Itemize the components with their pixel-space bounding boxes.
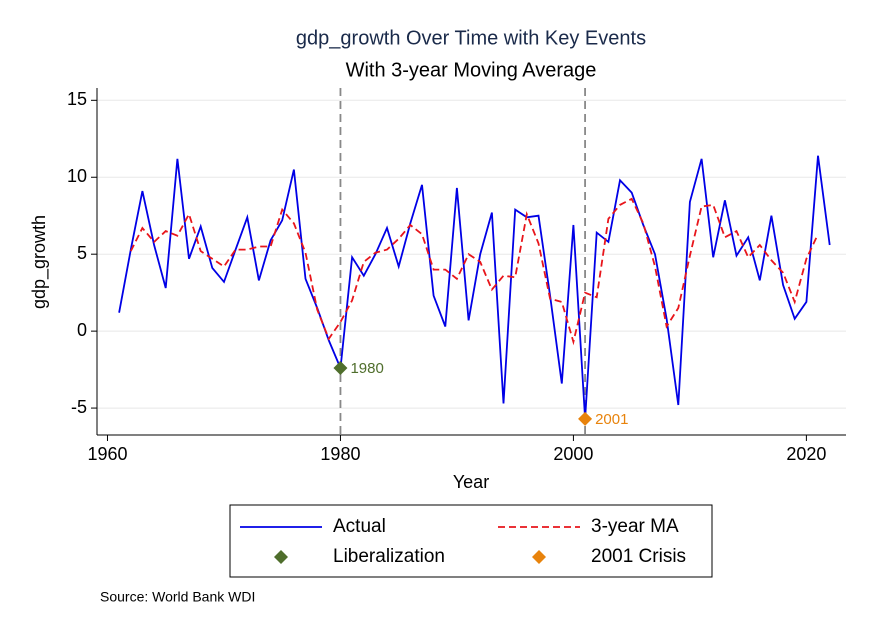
y-tick-label: 15 [67,89,87,109]
series-line [118,155,831,419]
legend-box [229,504,713,578]
y-tick-label: -5 [71,397,87,417]
series-line [129,197,819,346]
legend-swatch [274,550,288,564]
legend-label: Actual [333,516,386,537]
event-label: 1980 [350,360,383,377]
event-label: 2001 [595,411,628,428]
y-tick-label: 10 [67,166,87,186]
legend-label: 3-year MA [591,516,679,537]
y-axis-label: gdp_growth [29,215,50,309]
chart-subtitle: With 3-year Moving Average [346,59,597,81]
x-tick-label: 1980 [320,444,360,464]
y-tick-label: 0 [77,320,87,340]
legend-label: 2001 Crisis [591,546,686,567]
event-marker [578,411,593,426]
y-tick-label: 5 [77,243,87,263]
x-tick-label: 2020 [786,444,826,464]
legend-label: Liberalization [333,546,445,567]
legend-swatch [532,550,546,564]
x-tick-label: 1960 [87,444,127,464]
event-marker [333,361,348,376]
source-note: Source: World Bank WDI [100,589,255,605]
x-axis-label: Year [453,472,489,492]
x-tick-label: 2000 [553,444,593,464]
chart-title: gdp_growth Over Time with Key Events [296,27,646,49]
